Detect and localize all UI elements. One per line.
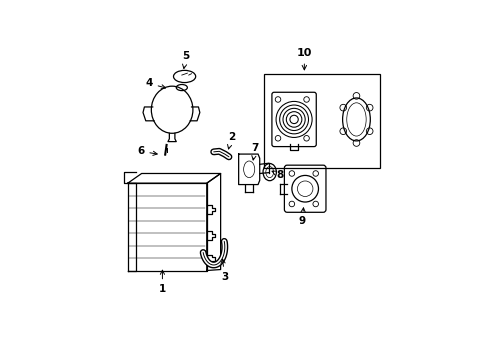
Text: 2: 2	[227, 132, 235, 149]
Text: 4: 4	[146, 78, 166, 89]
Bar	[264, 74, 380, 168]
Text: 1: 1	[159, 270, 166, 294]
Text: 5: 5	[182, 51, 190, 68]
Text: 7: 7	[251, 143, 259, 160]
Text: 10: 10	[296, 49, 312, 70]
Text: 6: 6	[137, 146, 157, 156]
Text: 9: 9	[299, 208, 306, 226]
Text: 8: 8	[272, 170, 283, 180]
Text: 3: 3	[221, 259, 228, 282]
